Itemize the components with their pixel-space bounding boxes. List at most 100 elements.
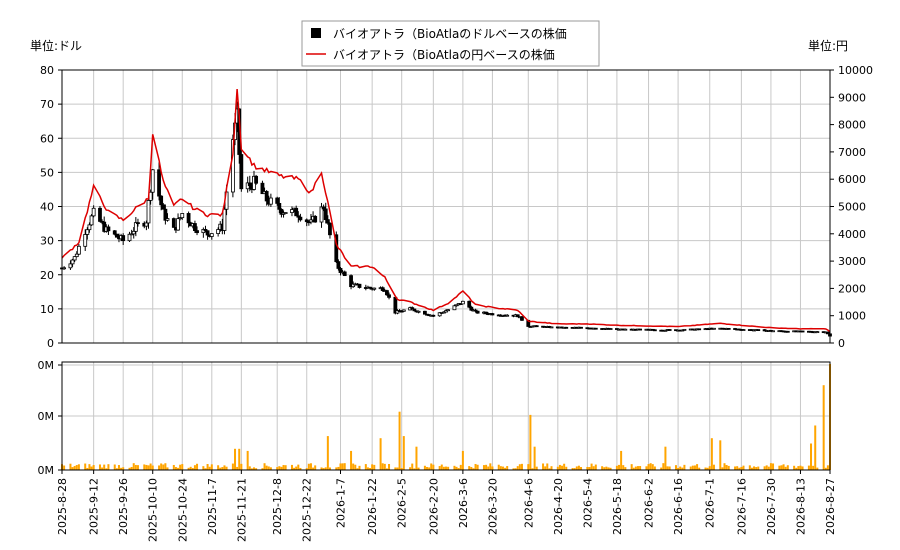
volume-bar [269, 467, 272, 470]
volume-bar [757, 466, 760, 470]
volume-bar [605, 466, 608, 470]
volume-bar [708, 466, 711, 470]
candle-body [283, 212, 288, 214]
candle-body [325, 219, 330, 224]
volume-bar [253, 467, 255, 470]
volume-bar [132, 463, 135, 470]
volume-bar [299, 467, 302, 470]
candle-body [129, 233, 134, 236]
volume-bar [236, 466, 239, 470]
volume-bar [618, 464, 621, 470]
candle-body [484, 311, 488, 314]
volume-bar [710, 438, 713, 470]
usd-candles [60, 101, 832, 337]
volume-bar [822, 385, 825, 470]
volume-bar [563, 463, 566, 470]
volume-bar [263, 463, 266, 470]
volume-bar [73, 465, 76, 470]
volume-bar [396, 467, 399, 470]
volume-bar [358, 465, 361, 470]
volume-bar [577, 465, 580, 470]
volume-bar [691, 465, 694, 470]
volume-bar [474, 463, 477, 470]
volume-bar [689, 466, 692, 470]
volume-bar [322, 468, 325, 470]
x-tick-label: 2026-3-6 [457, 478, 470, 528]
volume-bar [383, 463, 386, 470]
y-left-tick-label: 20 [40, 269, 54, 282]
volume-bar [769, 463, 772, 470]
candle-body [593, 327, 598, 330]
candle-body [401, 309, 406, 312]
volume-bar [352, 463, 355, 470]
candle-body [712, 327, 716, 330]
volume-bar [712, 464, 715, 470]
candle-body [186, 213, 191, 224]
x-tick-label: 2025-12-22 [301, 478, 314, 542]
candle-body [771, 330, 775, 333]
volume-bar [679, 466, 682, 470]
volume-bar [529, 414, 532, 470]
x-tick-label: 2026-4-6 [522, 478, 535, 528]
volume-bar [147, 465, 150, 470]
y-left-tick-label: 40 [40, 201, 54, 214]
x-tick-label: 2026-1-7 [335, 478, 348, 528]
candle-body [247, 182, 252, 186]
candle-body [338, 268, 343, 273]
volume-bar [453, 465, 456, 470]
candle-body [534, 325, 539, 328]
candle-body [785, 330, 790, 333]
volume-bar [594, 464, 597, 470]
volume-bar [328, 467, 331, 470]
candle-body [254, 175, 259, 184]
candle-body [756, 329, 761, 331]
candle-body [275, 197, 280, 204]
volume-bar [240, 463, 243, 470]
candle-body [825, 331, 830, 335]
volume-bar [497, 464, 500, 470]
volume-bar [284, 465, 287, 470]
candle-body [638, 328, 643, 331]
candle-body [437, 312, 442, 317]
volume-bar [793, 465, 796, 470]
candle-body [446, 309, 451, 312]
volume-bar [824, 467, 827, 470]
volume-bar [174, 467, 177, 470]
candle-body [387, 294, 391, 298]
volume-bar [134, 464, 137, 470]
candle-body [193, 223, 197, 232]
candle-body [131, 230, 136, 235]
volume-bar [698, 467, 701, 470]
volume-bar [476, 464, 479, 470]
left-axis-ticks: 0 10 20 30 40 50 60 70 80 [40, 64, 62, 350]
volume-bar [807, 465, 810, 470]
candle-body [294, 207, 299, 217]
volume-bar [438, 466, 441, 470]
volume-bar [143, 464, 146, 470]
volume-bar [181, 464, 184, 470]
volume-bar [411, 463, 414, 470]
volume-bar [221, 467, 224, 470]
volume-bar [580, 467, 583, 470]
volume-bar [812, 465, 815, 470]
volume-bar [320, 467, 323, 470]
volume-bar [398, 411, 401, 470]
volume-bar [527, 464, 530, 470]
volume-bar [234, 448, 237, 470]
volume-bar [290, 464, 293, 470]
volume-bar [278, 466, 281, 470]
volume-bar [816, 467, 819, 470]
candle-body [203, 228, 208, 232]
volume-bar [630, 464, 633, 470]
volume-bar [472, 468, 475, 470]
volume-bar [63, 465, 66, 470]
volume-bar [548, 468, 551, 470]
volume-bar [767, 466, 770, 470]
volume-bar [681, 467, 684, 470]
volume-bar [797, 466, 800, 470]
price-grid [61, 69, 831, 344]
volume-bar [727, 465, 730, 470]
candle-body [368, 286, 372, 289]
candle-body [150, 169, 155, 193]
